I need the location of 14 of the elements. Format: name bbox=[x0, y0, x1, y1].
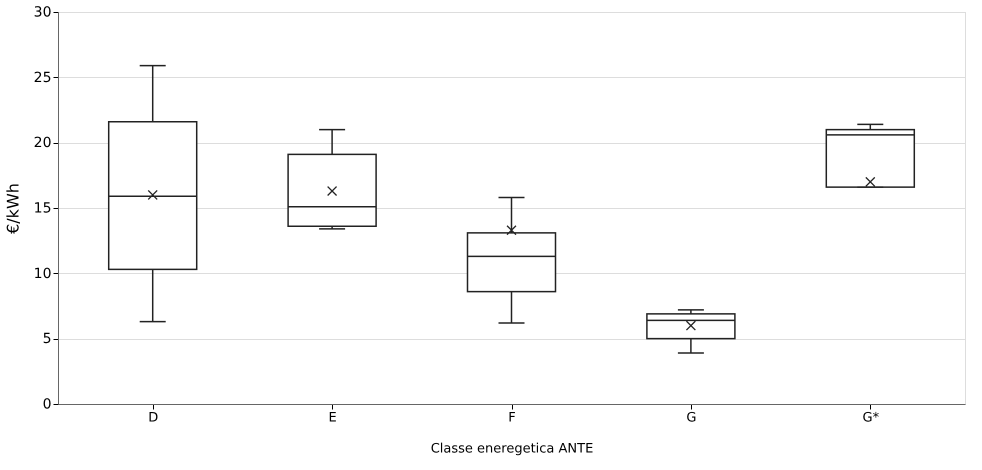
x-tick-label: G* bbox=[862, 410, 880, 426]
x-axis-title: Classe eneregetica ANTE bbox=[430, 442, 594, 456]
y-tick-label: 15 bbox=[34, 200, 52, 216]
y-tick-label: 5 bbox=[42, 331, 52, 348]
y-tick-label: 10 bbox=[34, 266, 52, 282]
x-tick-label: E bbox=[328, 410, 337, 426]
y-axis-title: €/kWh bbox=[4, 183, 23, 234]
y-tick-label: 20 bbox=[34, 135, 52, 152]
x-tick-label: F bbox=[508, 410, 516, 426]
y-tick-label: 30 bbox=[34, 4, 52, 20]
y-tick-label: 0 bbox=[42, 396, 52, 412]
x-tick-label: G bbox=[686, 410, 696, 426]
y-tick-label: 25 bbox=[34, 70, 52, 86]
x-tick-label: D bbox=[148, 410, 158, 426]
